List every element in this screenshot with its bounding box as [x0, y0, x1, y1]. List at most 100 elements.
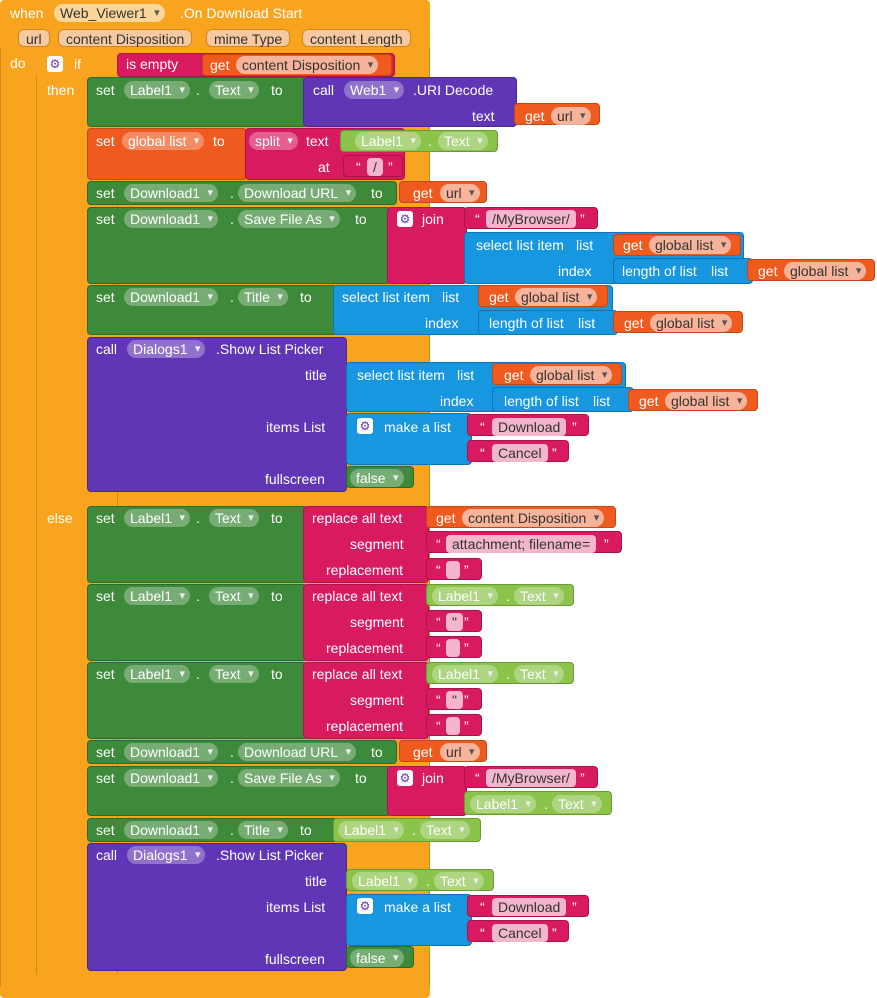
property-dropdown[interactable]: Text: [552, 795, 602, 813]
string-value[interactable]: /MyBrowser/: [486, 210, 576, 228]
length-of-list-block[interactable]: [478, 310, 618, 335]
property-dropdown[interactable]: Save File As: [238, 210, 340, 228]
param-url[interactable]: url: [18, 29, 50, 47]
make-list-mutator-gear-icon[interactable]: ⚙: [357, 898, 373, 914]
property-dropdown[interactable]: Text: [209, 509, 259, 527]
get-keyword: get: [525, 108, 545, 124]
string-value[interactable]: ": [446, 613, 463, 631]
property-dropdown[interactable]: Text: [434, 872, 484, 890]
component-dropdown[interactable]: Download1: [124, 769, 219, 787]
close-quote: ”: [464, 640, 469, 656]
component-dropdown[interactable]: Download1: [124, 184, 219, 202]
join-mutator-gear-icon[interactable]: ⚙: [397, 770, 413, 786]
component-dropdown[interactable]: Dialogs1: [127, 340, 206, 358]
close-quote: ”: [572, 899, 577, 915]
var-dropdown[interactable]: global list: [530, 366, 613, 384]
make-a-list-label: make a list: [384, 899, 451, 915]
component-dropdown[interactable]: Label1: [432, 665, 499, 683]
replace-all-text-block[interactable]: [303, 584, 429, 661]
property-dropdown[interactable]: Download URL: [238, 743, 357, 761]
close-quote: ”: [464, 562, 469, 578]
else-notch: [80, 492, 116, 506]
set-keyword: set: [96, 770, 115, 786]
open-quote: “: [475, 770, 480, 786]
string-value[interactable]: attachment; filename=: [446, 535, 597, 553]
component-dropdown[interactable]: Download1: [124, 210, 219, 228]
call-show-list-picker-block[interactable]: [87, 337, 347, 492]
replace-all-text-block[interactable]: [303, 506, 429, 583]
component-dropdown[interactable]: Download1: [124, 821, 219, 839]
param-content-disposition[interactable]: content Disposition: [58, 29, 193, 47]
make-list-mutator-gear-icon[interactable]: ⚙: [357, 418, 373, 434]
param-content-length[interactable]: content Length: [302, 29, 411, 47]
set-label1-text-block[interactable]: [87, 77, 307, 127]
property-dropdown[interactable]: Text: [209, 665, 259, 683]
length-of-list-label: length of list: [489, 315, 564, 331]
replace-all-text-block[interactable]: [303, 662, 429, 739]
at-param-label: at: [318, 159, 330, 175]
string-value[interactable]: Download: [492, 418, 567, 436]
component-dropdown[interactable]: Label1: [124, 509, 191, 527]
param-mime-type[interactable]: mime Type: [206, 29, 291, 47]
var-dropdown[interactable]: global list: [515, 288, 598, 306]
length-of-list-block[interactable]: [492, 387, 634, 412]
get-keyword: get: [623, 237, 643, 253]
var-dropdown[interactable]: global list: [650, 314, 733, 332]
var-dropdown[interactable]: global list: [649, 236, 732, 254]
call-web1-uri-decode-block[interactable]: [303, 77, 517, 127]
component-dropdown[interactable]: Label1: [124, 81, 191, 99]
string-value[interactable]: Cancel: [492, 924, 548, 942]
component-dropdown[interactable]: Download1: [124, 288, 219, 306]
string-value[interactable]: ": [446, 691, 463, 709]
var-dropdown[interactable]: content Disposition: [236, 56, 379, 74]
close-quote: ”: [580, 211, 585, 227]
var-dropdown[interactable]: url: [551, 107, 591, 125]
component-dropdown[interactable]: Download1: [124, 743, 219, 761]
string-value[interactable]: /: [367, 158, 383, 176]
var-dropdown[interactable]: content Disposition: [462, 509, 605, 527]
var-dropdown[interactable]: global list: [122, 132, 205, 150]
string-value[interactable]: /MyBrowser/: [486, 769, 576, 787]
to-keyword: to: [271, 82, 283, 98]
string-value[interactable]: [446, 561, 460, 579]
property-dropdown[interactable]: Title: [238, 821, 288, 839]
property-dropdown[interactable]: Text: [420, 821, 470, 839]
component-dropdown[interactable]: Label1: [470, 795, 537, 813]
component-dropdown[interactable]: Label1: [124, 665, 191, 683]
string-value[interactable]: Cancel: [492, 444, 548, 462]
component-dropdown-web-viewer1[interactable]: Web_Viewer1: [54, 4, 165, 22]
component-dropdown[interactable]: Dialogs1: [127, 846, 206, 864]
var-dropdown[interactable]: url: [440, 743, 480, 761]
var-dropdown[interactable]: global list: [665, 392, 748, 410]
component-dropdown[interactable]: Label1: [355, 132, 422, 150]
boolean-dropdown[interactable]: false: [350, 949, 404, 967]
join-mutator-gear-icon[interactable]: ⚙: [397, 211, 413, 227]
component-dropdown[interactable]: Label1: [352, 872, 419, 890]
get-keyword: get: [504, 367, 524, 383]
var-dropdown[interactable]: url: [440, 184, 480, 202]
string-value[interactable]: Download: [492, 898, 567, 916]
join-block[interactable]: [387, 766, 467, 816]
split-dropdown[interactable]: split: [249, 132, 298, 150]
component-dropdown[interactable]: Label1: [432, 587, 499, 605]
property-dropdown[interactable]: Text: [209, 81, 259, 99]
make-a-list-label: make a list: [384, 419, 451, 435]
string-value[interactable]: [446, 639, 460, 657]
property-dropdown[interactable]: Title: [238, 288, 288, 306]
property-dropdown[interactable]: Text: [514, 587, 564, 605]
string-value[interactable]: [446, 717, 460, 735]
call-show-list-picker-block[interactable]: [87, 843, 347, 971]
component-dropdown[interactable]: Label1: [124, 587, 191, 605]
property-dropdown[interactable]: Text: [438, 132, 488, 150]
property-dropdown[interactable]: Text: [209, 587, 259, 605]
to-keyword: to: [355, 211, 367, 227]
property-dropdown[interactable]: Download URL: [238, 184, 357, 202]
property-dropdown[interactable]: Save File As: [238, 769, 340, 787]
var-dropdown[interactable]: global list: [784, 262, 867, 280]
component-dropdown[interactable]: Web1: [344, 81, 405, 99]
property-dropdown[interactable]: Text: [514, 665, 564, 683]
component-dropdown[interactable]: Label1: [338, 821, 405, 839]
if-mutator-gear-icon[interactable]: ⚙: [47, 56, 63, 72]
length-of-list-block[interactable]: [613, 258, 753, 284]
boolean-dropdown[interactable]: false: [350, 469, 404, 487]
